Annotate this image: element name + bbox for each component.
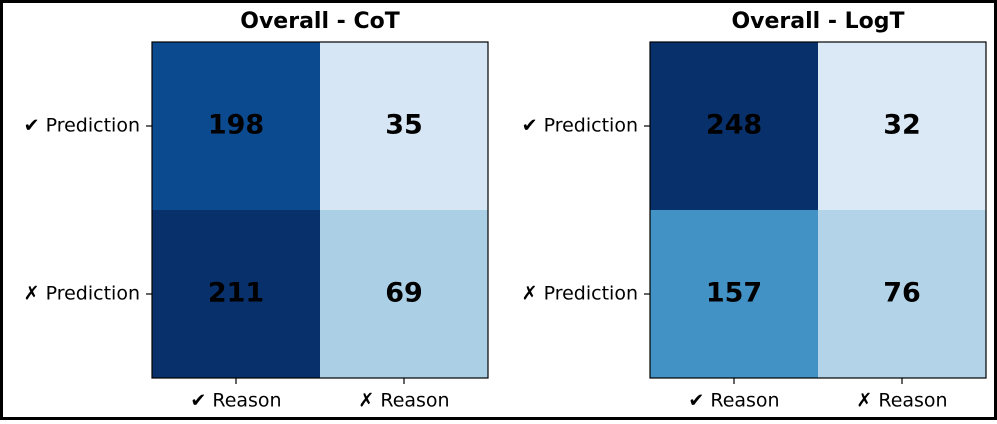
heatmap-cell (152, 42, 320, 210)
heatmap-cell (320, 42, 488, 210)
chart-title: Overall - CoT (240, 9, 399, 34)
heatmap-cell (650, 210, 818, 378)
y-tick-label: ✔ Prediction (24, 115, 140, 137)
x-tick-label: ✗ Reason (358, 390, 449, 412)
plot-border (649, 41, 987, 379)
cell-label: 35 (385, 110, 423, 141)
cell-label: 76 (883, 278, 921, 309)
y-tick-label: ✗ Prediction (24, 283, 140, 305)
cell-label: 32 (883, 110, 921, 141)
y-tick-label: ✗ Prediction (522, 283, 638, 305)
y-tick-label: ✔ Prediction (522, 115, 638, 137)
cell-label: 198 (208, 110, 264, 141)
heatmap-cell (818, 42, 986, 210)
x-tick-label: ✔ Reason (190, 390, 281, 412)
cell-label: 211 (208, 278, 264, 309)
cell-label: 157 (706, 278, 762, 309)
plot-border (151, 41, 489, 379)
chart-title: Overall - LogT (731, 9, 904, 34)
cell-label: 248 (706, 110, 762, 141)
heatmap-cell (818, 210, 986, 378)
x-tick-label: ✔ Reason (688, 390, 779, 412)
heatmap-cell (152, 210, 320, 378)
heatmap-cell (650, 42, 818, 210)
cell-label: 69 (385, 278, 423, 309)
x-tick-label: ✗ Reason (856, 390, 947, 412)
heatmap-cell (320, 210, 488, 378)
